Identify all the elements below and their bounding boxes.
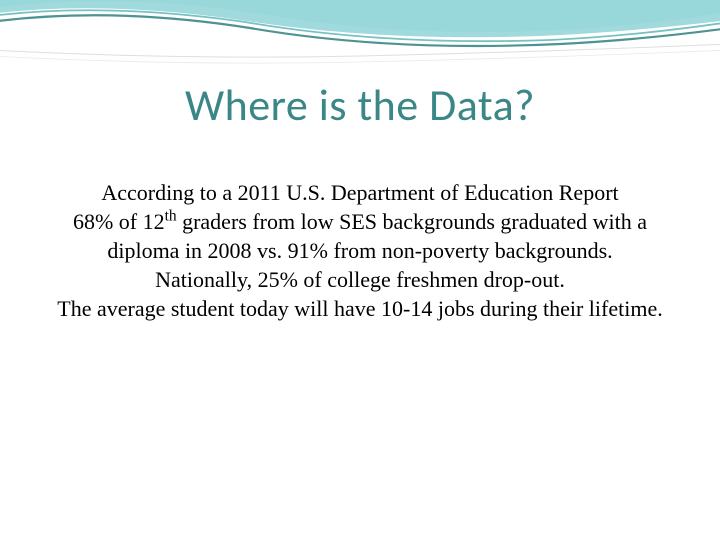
body-line-2-sup: th (165, 208, 177, 225)
slide-title: Where is the Data? (0, 78, 720, 132)
body-line-2-post: graders from low SES backgrounds graduat… (107, 209, 647, 263)
body-line-3: Nationally, 25% of college freshmen drop… (44, 265, 676, 294)
wave-decoration (0, 0, 720, 90)
body-line-2: 68% of 12th graders from low SES backgro… (44, 207, 676, 265)
body-line-1: According to a 2011 U.S. Department of E… (44, 178, 676, 207)
body-line-4: The average student today will have 10-1… (44, 294, 676, 323)
body-line-2-pre: 68% of 12 (73, 209, 165, 234)
slide-body: According to a 2011 U.S. Department of E… (44, 178, 676, 323)
